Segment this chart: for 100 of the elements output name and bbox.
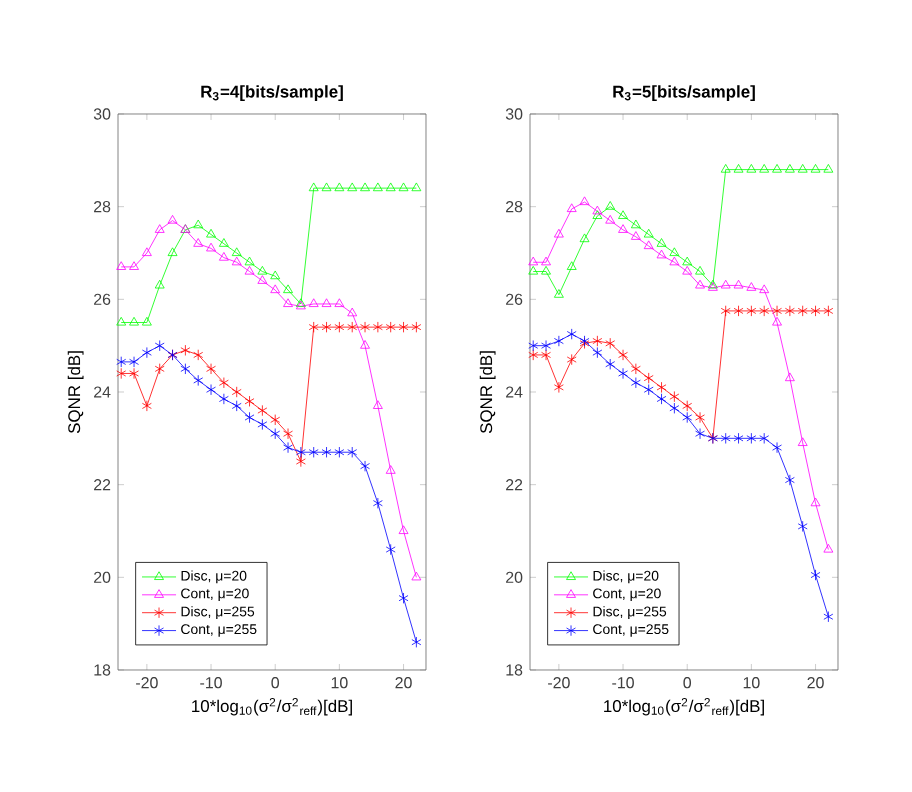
point (334, 298, 345, 307)
point (643, 372, 654, 384)
point (347, 446, 358, 458)
point (360, 321, 370, 333)
point (167, 214, 178, 224)
point (154, 340, 165, 352)
point (308, 446, 319, 458)
point (643, 228, 654, 238)
point (218, 238, 229, 247)
point (283, 284, 293, 294)
point (720, 432, 731, 444)
point (360, 182, 370, 192)
point (810, 497, 821, 507)
point (784, 372, 795, 382)
point (385, 465, 396, 474)
x-axis-title: 10*log$_{10}$(σ$^{2}$/σ$^{2}$$_{reff}$)[dB] (604, 698, 764, 716)
point (321, 446, 332, 458)
point (129, 367, 139, 380)
y-axis-title: SQNR [dB] (67, 351, 84, 434)
point (695, 428, 705, 440)
point (733, 279, 744, 289)
point (372, 400, 383, 409)
point (541, 349, 551, 361)
point (566, 261, 577, 270)
point (141, 347, 152, 359)
point (308, 182, 319, 192)
point (244, 411, 255, 424)
point (759, 432, 770, 444)
point (154, 363, 165, 375)
point (257, 275, 268, 284)
point (618, 367, 628, 380)
point (618, 210, 628, 219)
point (553, 228, 564, 238)
point (733, 432, 744, 444)
point (385, 543, 396, 556)
point (720, 279, 731, 289)
point (295, 446, 306, 458)
point (398, 525, 409, 534)
point (605, 214, 616, 224)
point (347, 182, 358, 192)
point (823, 163, 834, 173)
point (630, 231, 641, 240)
point (784, 305, 795, 317)
point (154, 279, 165, 289)
point (334, 182, 345, 192)
point (411, 636, 422, 648)
point (116, 367, 127, 380)
point (206, 228, 216, 238)
point (206, 242, 216, 252)
point (398, 321, 409, 333)
point (630, 363, 641, 375)
point (759, 284, 770, 294)
chart-title: R$_{3}$=5[bits/sample] (613, 85, 755, 101)
point (618, 224, 628, 233)
point (746, 282, 757, 291)
point (682, 265, 693, 275)
point (372, 497, 383, 509)
point (810, 163, 821, 173)
point (695, 265, 705, 275)
x-axis-title: 10*log$_{10}$(σ$^{2}$/σ$^{2}$$_{reff}$)[dB] (192, 698, 352, 716)
point (682, 400, 693, 412)
point (656, 249, 667, 259)
point (553, 381, 564, 393)
point (656, 238, 667, 247)
point (411, 182, 422, 192)
point (643, 240, 654, 250)
point (218, 377, 229, 389)
point (283, 298, 293, 307)
point (231, 386, 242, 398)
point (231, 256, 242, 266)
point (656, 381, 667, 393)
point (784, 474, 795, 486)
point (321, 182, 332, 192)
point (334, 446, 345, 458)
point (797, 163, 808, 173)
point (116, 316, 127, 326)
point (810, 569, 821, 581)
point (823, 611, 834, 623)
point (720, 163, 731, 173)
point (669, 247, 680, 256)
point (566, 353, 577, 366)
point (784, 163, 795, 173)
point (270, 428, 281, 440)
point (180, 363, 191, 375)
point (566, 203, 577, 212)
point (154, 224, 165, 233)
point (257, 404, 268, 417)
point (746, 305, 757, 317)
point (385, 321, 396, 333)
point (682, 411, 693, 424)
point (116, 356, 127, 368)
point (411, 321, 422, 333)
point (193, 219, 204, 229)
point (682, 256, 693, 266)
point (797, 437, 808, 446)
point (630, 377, 641, 389)
point (398, 182, 409, 192)
point (141, 400, 152, 412)
point (283, 428, 293, 440)
point (823, 305, 834, 317)
